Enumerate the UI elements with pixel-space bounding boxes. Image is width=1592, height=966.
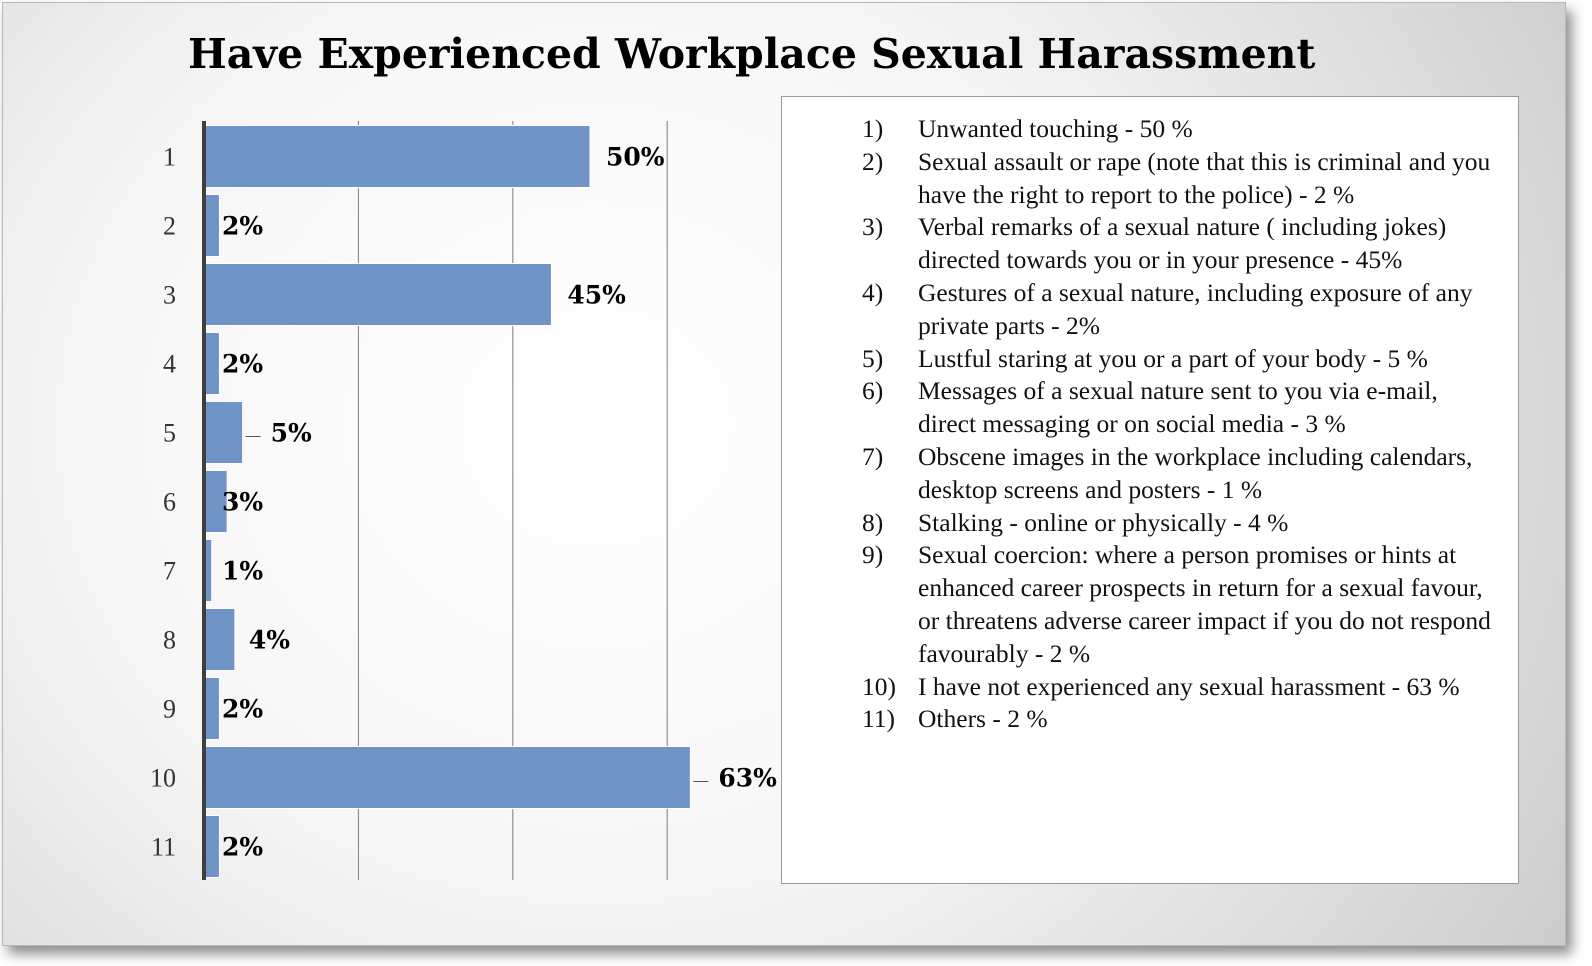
legend-item: 10) I have not experienced any sexual har…	[862, 671, 1502, 704]
chart-title: Have Experienced Workplace Sexual Harass…	[188, 30, 1316, 78]
data-label-9: 2%	[222, 695, 263, 724]
legend-item-number: 4)	[862, 277, 884, 307]
legend-item-number: 3)	[862, 212, 884, 242]
bar-1	[203, 125, 591, 188]
legend-item-text: Messages of a sexual nature sent to you …	[918, 376, 1438, 439]
data-label-3: 45%	[567, 281, 626, 310]
category-label-9: 9	[163, 695, 176, 724]
data-label-10: 63%	[718, 764, 777, 793]
legend-item-text: Sexual coercion: where a person promises…	[918, 540, 1491, 668]
legend-item: 5) Lustful staring at you or a part of yo…	[862, 343, 1502, 376]
category-label-2: 2	[163, 212, 176, 241]
legend-item-number: 8)	[862, 507, 884, 537]
legend-item: 3) Verbal remarks of a sexual nature ( in…	[862, 211, 1502, 277]
bar-chart: 1 50%2 2%3 45%4 2%5 5%6 3%7 1%8 4%9 2%10 63%11 2%	[150, 121, 777, 880]
data-label-5: 5%	[271, 419, 312, 448]
legend-item-number: 10)	[862, 671, 896, 701]
legend-item-number: 2)	[862, 146, 884, 176]
bar-4	[203, 332, 220, 395]
legend-item-text: Gestures of a sexual nature, including e…	[918, 277, 1473, 340]
category-label-1: 1	[163, 143, 176, 172]
legend-item-number: 7)	[862, 441, 884, 471]
legend-box: 1) Unwanted touching - 50 % 2) Sexual assau…	[781, 96, 1519, 884]
legend-item: 7) Obscene images in the workplace includ…	[862, 441, 1502, 507]
category-label-5: 5	[163, 419, 176, 448]
legend-list: 1) Unwanted touching - 50 % 2) Sexual assau…	[782, 97, 1518, 736]
data-label-11: 2%	[222, 833, 263, 862]
data-label-1: 50%	[606, 143, 665, 172]
data-label-6: 3%	[222, 488, 263, 517]
category-label-4: 4	[163, 350, 176, 379]
legend-item-text: Obscene images in the workplace includin…	[918, 441, 1473, 504]
legend-item-number: 5)	[862, 343, 884, 373]
data-label-2: 2%	[222, 212, 263, 241]
bar-3	[203, 263, 552, 326]
legend-item-number: 1)	[862, 114, 884, 143]
data-label-7: 1%	[222, 557, 263, 586]
legend-item-text: Stalking - online or physically - 4 %	[918, 507, 1289, 537]
legend-item: 11) Others - 2 %	[862, 703, 1502, 736]
bar-11	[203, 815, 220, 878]
legend-item-number: 11)	[862, 704, 896, 734]
legend-item: 2) Sexual assault or rape (note that this…	[862, 146, 1502, 212]
bar-2	[203, 194, 220, 257]
legend-item-text: Verbal remarks of a sexual nature ( incl…	[918, 212, 1447, 275]
legend-item-text: Unwanted touching - 50 %	[918, 114, 1193, 143]
category-label-6: 6	[163, 488, 176, 517]
legend-item-text: I have not experienced any sexual harass…	[918, 671, 1460, 701]
bar-8	[203, 608, 236, 671]
legend-item: 6) Messages of a sexual nature sent to yo…	[862, 375, 1502, 441]
legend-item: 1) Unwanted touching - 50 %	[862, 113, 1502, 146]
category-label-10: 10	[150, 764, 176, 793]
bar-5	[203, 401, 244, 464]
data-label-8: 4%	[249, 626, 290, 655]
data-label-4: 2%	[222, 350, 263, 379]
bar-10	[203, 746, 691, 809]
legend-item: 9) Sexual coercion: where a person promis…	[862, 539, 1502, 670]
legend-item-number: 6)	[862, 376, 884, 406]
category-label-11: 11	[151, 833, 176, 862]
legend-item: 4) Gestures of a sexual nature, including…	[862, 277, 1502, 343]
bar-9	[203, 677, 220, 740]
legend-item-text: Sexual assault or rape (note that this i…	[918, 146, 1491, 209]
legend-item-number: 9)	[862, 540, 884, 570]
legend-item-text: Lustful staring at you or a part of your…	[918, 343, 1428, 373]
category-label-8: 8	[163, 626, 176, 655]
legend-item: 8) Stalking - online or physically - 4 %	[862, 507, 1502, 540]
category-label-3: 3	[163, 281, 176, 310]
category-label-7: 7	[163, 557, 176, 586]
legend-item-text: Others - 2 %	[918, 704, 1048, 734]
